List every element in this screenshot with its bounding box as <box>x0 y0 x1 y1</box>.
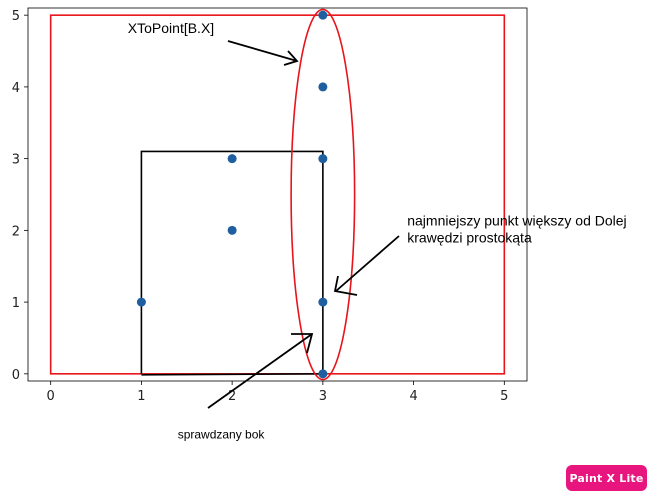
x-tick-label-3: 3 <box>319 389 327 404</box>
paint-x-lite-watermark: Paint X Lite <box>566 465 647 491</box>
data-points <box>136 10 328 379</box>
axis-ticks: 0 1 2 3 4 5 0 1 2 3 4 5 <box>12 9 509 404</box>
x-tick-label-5: 5 <box>500 389 508 404</box>
annotation-text-0: XToPoint[B.X] <box>128 20 214 36</box>
y-tick-label-5: 5 <box>12 9 20 24</box>
y-tick-label-1: 1 <box>12 296 20 311</box>
data-point-4 <box>318 297 328 307</box>
annotation-text-2: krawędzi prostokąta <box>407 230 532 246</box>
annotation-text-3: sprawdzany bok <box>178 427 266 441</box>
x-tick-label-2: 2 <box>228 389 236 404</box>
highlight-ellipse <box>290 8 356 381</box>
y-tick-label-0: 0 <box>12 368 20 383</box>
arrow-xtopoint <box>227 40 298 62</box>
data-point-5 <box>318 154 328 164</box>
arrow-xtopoint-head <box>283 50 299 66</box>
annotation-shapes <box>49 8 506 381</box>
axes-frame <box>27 7 528 382</box>
y-tick-label-4: 4 <box>12 81 20 96</box>
arrow-najmniejszy-head <box>333 275 358 296</box>
annotation-text-1: najmniejszy punkt większy od Dolej <box>407 212 626 228</box>
y-tick-label-3: 3 <box>12 153 20 168</box>
data-point-2 <box>227 154 237 164</box>
data-point-7 <box>318 10 328 20</box>
data-point-6 <box>318 82 328 92</box>
arrow-sprawdzany <box>207 333 313 409</box>
arrow-najmniejszy <box>335 235 400 292</box>
axes-box <box>27 7 528 382</box>
x-tick-label-1: 1 <box>137 389 145 404</box>
annotations: XToPoint[B.X] najmniejszy punkt większy o… <box>128 20 627 441</box>
data-point-1 <box>227 225 237 235</box>
y-tick-label-2: 2 <box>12 224 20 239</box>
data-point-0 <box>136 297 146 307</box>
x-tick-label-0: 0 <box>47 389 55 404</box>
x-tick-label-4: 4 <box>409 389 417 404</box>
arrow-sprawdzany-head <box>291 333 314 354</box>
data-point-3 <box>318 369 328 379</box>
inner-rectangle <box>140 150 324 376</box>
outer-rectangle <box>49 14 506 375</box>
